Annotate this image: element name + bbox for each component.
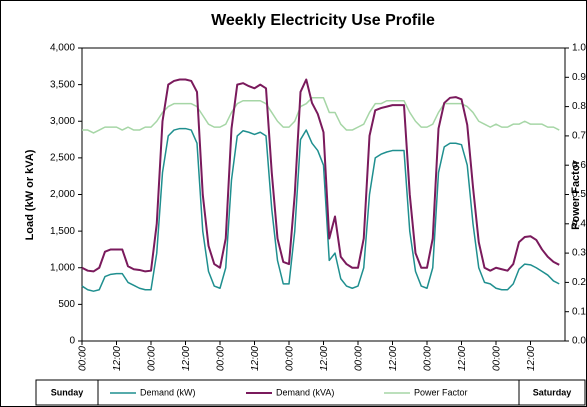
legend-box (97, 379, 520, 406)
legend-label: Demand (kW) (140, 387, 196, 397)
x-tick-label: 12:00 (181, 346, 192, 371)
x-tick-label: 12:00 (526, 346, 537, 371)
period-label: Sunday (51, 387, 84, 397)
x-tick-label: 00:00 (492, 346, 503, 371)
y2-tick-label: 0.5 (572, 189, 586, 200)
x-tick-label: 12:00 (250, 346, 261, 371)
period-box (35, 379, 99, 406)
y2-tick-label: 0.2 (572, 277, 586, 288)
y-tick-label: 1,500 (50, 226, 75, 237)
plot-area (81, 47, 566, 342)
series-line (81, 78, 560, 273)
y2-tick-label: 0.8 (572, 101, 586, 112)
y-tick-label: 2,000 (50, 189, 75, 200)
x-tick-label: 00:00 (423, 346, 434, 371)
y2-tick-label: 0.4 (572, 218, 586, 229)
y2-tick-label: 0.9 (572, 72, 586, 83)
x-tick-label: 00:00 (147, 346, 158, 371)
series-line (81, 127, 560, 292)
y-tick-label: 0 (69, 336, 75, 347)
y-tick-label: 3,500 (50, 79, 75, 90)
x-tick-label: 00:00 (78, 346, 89, 371)
y2-tick-label: 0.3 (572, 248, 586, 259)
legend-label: Demand (kVA) (276, 387, 334, 397)
y2-tick-label: 0.6 (572, 160, 586, 171)
x-tick-label: 12:00 (457, 346, 468, 371)
y-axis-title: Load (kW or kVA) (24, 149, 36, 240)
y2-tick-label: 0.7 (572, 131, 586, 142)
y-tick-label: 1,000 (50, 262, 75, 273)
x-tick-label: 00:00 (354, 346, 365, 371)
x-tick-label: 12:00 (112, 346, 123, 371)
y-tick-label: 500 (58, 299, 75, 310)
y2-axis-title: Power Factor (570, 159, 582, 229)
y2-tick-label: 0.0 (572, 336, 586, 347)
y2-tick-label: 0.1 (572, 306, 586, 317)
x-tick-label: 12:00 (319, 346, 330, 371)
x-tick-label: 00:00 (285, 346, 296, 371)
y-tick-label: 3,000 (50, 116, 75, 127)
period-label: Saturday (533, 387, 572, 397)
y-tick-label: 2,500 (50, 153, 75, 164)
x-tick-label: 12:00 (388, 346, 399, 371)
series-line (82, 97, 560, 134)
chart-title: Weekly Electricity Use Profile (211, 12, 435, 29)
legend-label: Power Factor (414, 387, 468, 397)
y-tick-label: 4,000 (50, 43, 75, 54)
y2-tick-label: 1.0 (572, 43, 586, 54)
x-tick-label: 00:00 (216, 346, 227, 371)
